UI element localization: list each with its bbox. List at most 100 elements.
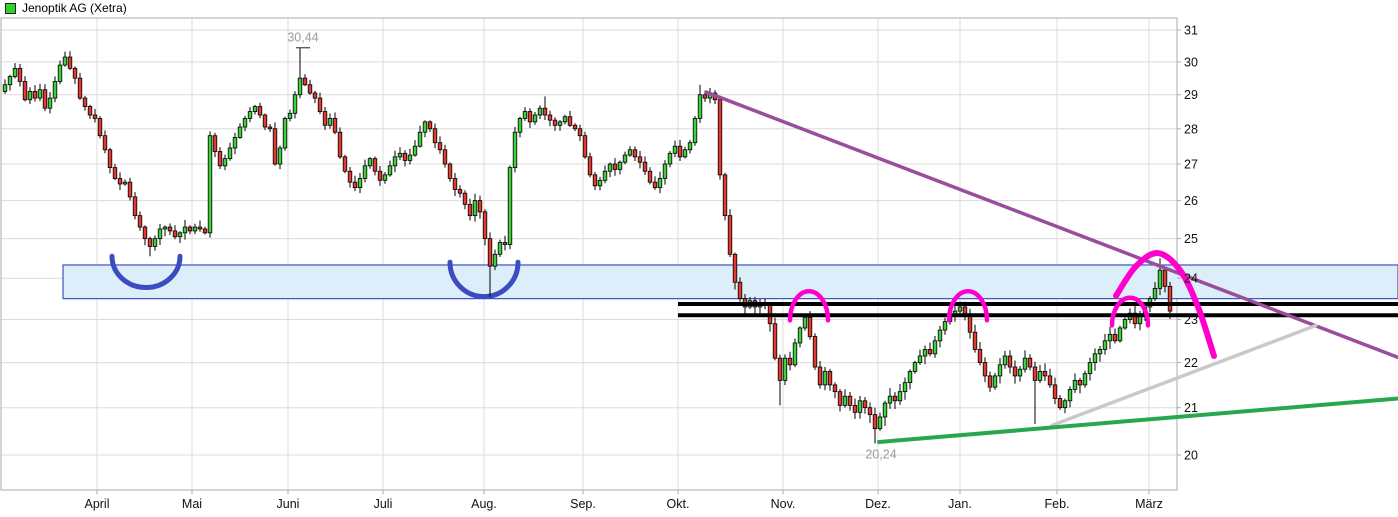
candle — [677, 145, 683, 158]
candle — [42, 89, 48, 109]
candle — [642, 161, 648, 172]
candle — [322, 111, 328, 126]
candle — [797, 327, 803, 344]
candle — [837, 391, 843, 406]
candle — [667, 152, 673, 165]
candle — [492, 253, 498, 267]
y-axis-tick-label: 20 — [1184, 449, 1198, 463]
candle — [972, 331, 978, 350]
candle — [127, 181, 133, 198]
top-pattern-arc — [1109, 295, 1151, 328]
candle — [527, 111, 533, 123]
candle — [372, 158, 378, 172]
bottom-pattern-arc — [447, 259, 521, 299]
candle — [152, 238, 158, 247]
candle — [1092, 353, 1098, 363]
candle — [772, 323, 778, 359]
candle — [417, 131, 423, 147]
candle — [532, 114, 538, 123]
y-axis-tick-label: 27 — [1184, 158, 1198, 172]
candle — [237, 126, 243, 138]
candle — [617, 161, 623, 170]
candle — [1072, 379, 1078, 390]
trendlines — [704, 90, 1398, 444]
candle — [657, 178, 663, 189]
candle — [62, 56, 68, 66]
candle — [607, 163, 613, 172]
candle — [317, 97, 323, 112]
candle — [1122, 319, 1128, 329]
candle — [292, 94, 298, 114]
candle — [892, 395, 898, 402]
candle — [72, 67, 78, 79]
candle — [517, 118, 523, 133]
candle — [1167, 285, 1173, 312]
candle — [337, 131, 343, 158]
x-axis-month-label: Okt. — [667, 497, 690, 511]
candle — [487, 238, 493, 267]
candle — [282, 118, 288, 149]
candle — [187, 226, 193, 232]
candle — [87, 106, 93, 116]
candle — [1032, 366, 1038, 381]
candle — [987, 375, 993, 388]
candle — [812, 336, 818, 368]
candle — [937, 329, 943, 342]
candle — [1082, 373, 1088, 386]
y-axis-labels: 20 21 22 23 24 25 26 27 28 29 30 31 — [1177, 24, 1198, 463]
candle — [257, 106, 263, 116]
candle — [312, 92, 318, 99]
candle — [172, 230, 178, 238]
candle — [867, 407, 873, 416]
candle — [457, 189, 463, 194]
candle — [92, 114, 98, 119]
candle — [397, 152, 403, 158]
candle — [377, 170, 383, 181]
candle — [17, 67, 23, 82]
candle — [342, 156, 348, 172]
candle — [547, 114, 553, 121]
candle — [777, 357, 783, 381]
candle — [542, 107, 548, 116]
y-axis-tick-label: 22 — [1184, 356, 1198, 370]
x-axis-month-label: Dez. — [865, 497, 891, 511]
candle — [887, 395, 893, 404]
candle — [637, 156, 643, 163]
candle — [592, 174, 598, 187]
candle — [862, 400, 868, 409]
candle — [1012, 366, 1018, 377]
x-axis-month-label: Sep. — [570, 497, 596, 511]
candle — [1097, 349, 1103, 355]
candle — [687, 142, 693, 151]
candle — [387, 165, 393, 176]
y-axis-tick-label: 29 — [1184, 88, 1198, 102]
y-axis-tick-label: 28 — [1184, 122, 1198, 136]
candle — [602, 170, 608, 181]
candle — [1107, 333, 1113, 342]
candle — [1062, 400, 1068, 409]
candle — [612, 163, 618, 170]
candle — [562, 116, 568, 123]
candle — [222, 158, 228, 167]
resistance-channel — [678, 302, 1398, 318]
candle — [427, 121, 433, 130]
candle — [307, 84, 313, 94]
candle — [662, 163, 668, 179]
candle — [1152, 287, 1158, 300]
candle — [692, 118, 698, 144]
candle — [2, 84, 8, 92]
candle — [622, 154, 628, 163]
candle — [142, 226, 148, 240]
x-axis-month-label: Juli — [374, 497, 393, 511]
candle — [1002, 355, 1008, 366]
candle — [1052, 384, 1058, 399]
candle — [447, 163, 453, 179]
candle — [442, 149, 448, 165]
candle — [207, 135, 213, 234]
candle — [1067, 388, 1073, 402]
chart-gridlines — [0, 17, 1178, 491]
x-axis-month-label: April — [84, 497, 109, 511]
high-price-label: 30,44 — [287, 31, 318, 45]
candle — [997, 364, 1003, 377]
candle — [477, 200, 483, 213]
